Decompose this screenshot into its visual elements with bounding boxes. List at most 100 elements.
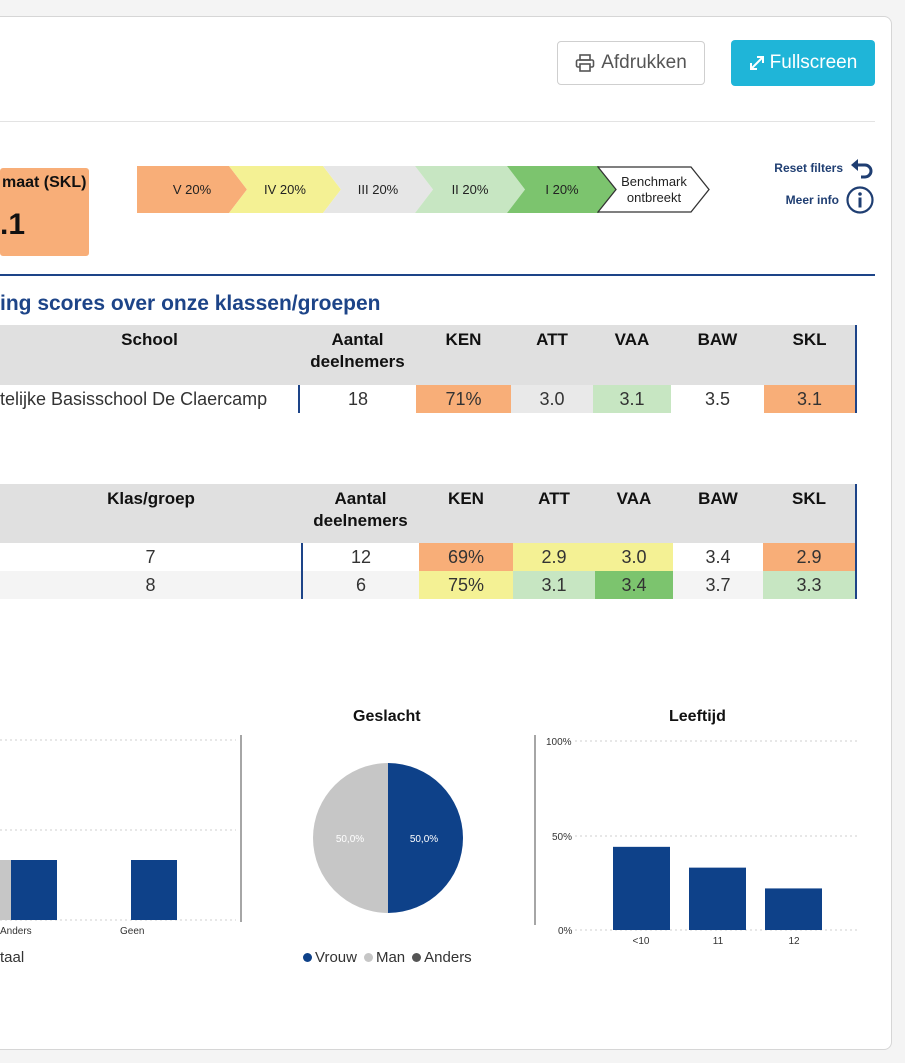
cell-vaa: 3.1 xyxy=(593,385,671,413)
col-count: Aantal deelnemers xyxy=(302,484,419,543)
school-table: School Aantal deelnemers KEN ATT VAA BAW … xyxy=(0,325,857,413)
cell-group: 7 xyxy=(145,546,156,567)
x-tick-11: 11 xyxy=(713,936,724,947)
legend-dot-man xyxy=(363,953,373,962)
side-links: Reset filters Meer info xyxy=(760,152,875,216)
print-button-label: Afdrukken xyxy=(601,52,687,73)
legend-band-iii: III 20% xyxy=(323,166,433,213)
legend-band-iii-label: III 20% xyxy=(357,181,399,197)
legend-band-v: V 20% xyxy=(137,166,247,213)
col-count-line1: Aantal xyxy=(334,489,387,508)
cell-count: 18 xyxy=(298,385,416,413)
legend-missing-line1: Benchmark xyxy=(621,173,687,189)
age-chart-title: Leeftijd xyxy=(669,708,726,725)
table-row: telijke Basisschool De Claercamp 18 71% … xyxy=(0,385,857,413)
school-name: telijke Basisschool De Claercamp xyxy=(0,388,268,409)
cell-skl: 3.1 xyxy=(764,385,857,413)
gender-chart-title: Geslacht xyxy=(353,708,421,725)
y-tick-50: 50% xyxy=(552,832,572,843)
bar-partial-grey xyxy=(0,860,11,920)
class-table: Klas/groep Aantal deelnemers KEN ATT VAA … xyxy=(0,484,857,599)
bar-geen xyxy=(131,860,177,920)
legend-band-iv: IV 20% xyxy=(229,166,341,213)
legend-man: Man xyxy=(375,949,406,966)
language-legend-label: taal xyxy=(0,949,25,966)
legend-missing-line2: ontbreekt xyxy=(626,189,682,205)
language-bar-chart: Anders Geen xyxy=(0,735,242,937)
class-table-header: Klas/groep Aantal deelnemers KEN ATT VAA … xyxy=(0,484,857,543)
skl-kpi-label: maat (SKL) xyxy=(2,174,87,191)
tick-label-anders: Anders xyxy=(0,926,32,937)
col-school: School xyxy=(0,325,299,385)
table-row[interactable]: 8 6 75% 3.1 3.4 3.7 3.3 xyxy=(0,571,857,599)
col-ken: KEN xyxy=(419,484,513,543)
y-tick-100: 100% xyxy=(546,737,572,748)
age-bar-chart: 100% 50% 0% <10 11 12 xyxy=(534,735,858,947)
col-count: Aantal deelnemers xyxy=(299,325,416,385)
fullscreen-button[interactable]: Fullscreen xyxy=(731,40,875,86)
bar-anders xyxy=(11,860,57,920)
cell-vaa: 3.0 xyxy=(595,543,673,571)
expand-icon xyxy=(749,56,764,70)
legend-vrouw: Vrouw xyxy=(315,949,357,966)
col-count-line1: Aantal xyxy=(331,330,384,349)
cell-att: 2.9 xyxy=(513,543,595,571)
more-info-label: Meer info xyxy=(785,193,839,207)
col-skl: SKL xyxy=(764,325,857,385)
legend-band-iv-label: IV 20% xyxy=(264,181,306,197)
legend-dot-vrouw xyxy=(303,953,312,962)
pie-slice-man xyxy=(313,763,388,913)
legend-band-missing: Benchmark ontbreekt xyxy=(597,166,711,213)
header-divider xyxy=(0,121,875,122)
cell-vaa: 3.4 xyxy=(595,571,673,599)
bar-age-under-10 xyxy=(613,846,670,930)
col-group: Klas/groep xyxy=(0,484,302,543)
bar-age-11 xyxy=(689,867,746,930)
more-info-link[interactable]: Meer info xyxy=(760,184,875,216)
cell-baw: 3.5 xyxy=(704,388,731,409)
col-ken: KEN xyxy=(416,325,511,385)
cell-skl: 3.3 xyxy=(763,571,857,599)
cell-count: 12 xyxy=(301,543,419,571)
cell-skl: 2.9 xyxy=(763,543,857,571)
skl-kpi-value: .1 xyxy=(0,208,26,241)
col-att: ATT xyxy=(513,484,595,543)
gender-legend: Vrouw Man Anders xyxy=(303,949,472,966)
benchmark-legend: V 20% IV 20% III 20% II 20% I 20% Benchm… xyxy=(137,166,717,213)
cell-ken: 71% xyxy=(416,385,511,413)
pie-label-vrouw: 50,0% xyxy=(410,834,438,845)
legend-band-ii-label: II 20% xyxy=(451,181,489,197)
y-tick-0: 0% xyxy=(558,926,573,937)
cell-group: 8 xyxy=(145,574,156,595)
legend-band-i-label: I 20% xyxy=(545,181,579,197)
col-count-line2: deelnemers xyxy=(313,511,408,530)
col-count-line2: deelnemers xyxy=(310,352,405,371)
reset-filters-link[interactable]: Reset filters xyxy=(760,152,875,184)
info-icon xyxy=(846,186,874,214)
col-baw: BAW xyxy=(671,325,764,385)
table-row[interactable]: 7 12 69% 2.9 3.0 3.4 2.9 xyxy=(0,543,857,571)
school-table-header: School Aantal deelnemers KEN ATT VAA BAW … xyxy=(0,325,857,385)
col-baw: BAW xyxy=(673,484,763,543)
bar-age-12 xyxy=(765,888,822,930)
legend-anders: Anders xyxy=(424,949,472,966)
legend-band-i: I 20% xyxy=(507,166,617,213)
legend-band-ii: II 20% xyxy=(415,166,525,213)
cell-count: 6 xyxy=(301,571,419,599)
reset-filters-label: Reset filters xyxy=(774,161,843,175)
col-vaa: VAA xyxy=(593,325,671,385)
fullscreen-button-label: Fullscreen xyxy=(769,52,858,73)
cell-ken: 69% xyxy=(419,543,513,571)
printer-icon xyxy=(575,54,595,72)
section-divider xyxy=(0,274,875,276)
cell-att: 3.1 xyxy=(513,571,595,599)
legend-band-v-label: V 20% xyxy=(172,181,212,197)
x-tick-12: 12 xyxy=(788,936,800,947)
cell-baw: 3.7 xyxy=(705,574,731,595)
print-button[interactable]: Afdrukken xyxy=(557,41,705,85)
col-vaa: VAA xyxy=(595,484,673,543)
language-legend: taal xyxy=(0,949,24,966)
undo-icon xyxy=(851,159,873,179)
cell-baw: 3.4 xyxy=(705,546,731,567)
col-skl: SKL xyxy=(763,484,857,543)
